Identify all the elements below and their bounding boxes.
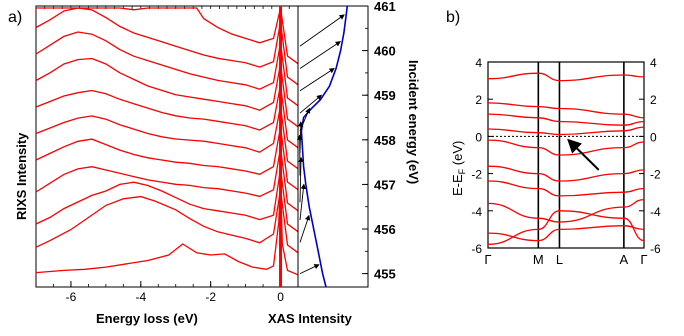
xas-curve [300,5,349,288]
xas-y-tick-label: 461 [374,0,396,14]
rixs-spectrum-5 [35,126,299,191]
band-8 [487,198,645,223]
k-point-label: M [533,252,544,267]
band-y-tick-label-left: 2 [475,93,482,107]
band-y-tick-label-left: 4 [475,56,482,70]
band-10 [487,210,645,245]
k-point-label: Γ [640,252,647,267]
xas-arrow-4 [298,156,304,203]
panel-xas: 455 456 457 458 459 460 461 [296,0,396,288]
xas-y-tick-label: 458 [374,133,396,148]
band-y-tick-label-right: -4 [650,205,661,219]
xas-arrow-1 [299,264,320,275]
band-y-tick-label-left: -4 [471,205,482,219]
band-9 [487,225,645,242]
rixs-spectrum-7 [35,84,299,149]
y-axis-title-incident-energy: Incident energy (eV) [406,60,421,184]
band-y-tick-label-right: 4 [650,56,657,70]
xas-arrow-2 [299,214,311,243]
x-tick-label: 0 [277,290,284,304]
k-point-label: L [556,252,563,267]
xas-frame [297,5,369,288]
y-axis-title-energy: E-EF (eV) [450,141,467,196]
x-tick-label: -2 [205,290,216,304]
rixs-spectrum-8 [35,57,299,128]
band-y-tick-label-left: -6 [471,242,482,256]
band-y-tick-label-right: 2 [650,93,657,107]
band-6 [487,165,645,182]
x-axis-title-xas: XAS Intensity [268,311,353,326]
rixs-spectrum-9 [35,31,299,107]
panel-b-frame [487,61,645,249]
x-tick-label: -6 [66,290,77,304]
band-2 [487,102,645,119]
y-axis-title-rixs: RIXS Intensity [14,132,29,220]
band-y-tick-label-right: -2 [650,168,661,182]
rixs-spectrum-10 [35,7,299,86]
x-axis-title-energy-loss: Energy loss (eV) [96,311,198,326]
band-5 [487,139,645,156]
panel-b-label: b) [446,9,460,26]
band-annotation-arrow [567,138,600,171]
xas-arrow-7 [299,107,311,132]
x-tick-label: -4 [135,290,146,304]
xas-arrow-9 [299,67,335,92]
band-y-tick-label-left: -2 [471,168,482,182]
band-4 [487,126,645,136]
xas-y-tick-label: 460 [374,44,396,59]
panel-a-frame [35,5,299,288]
band-y-tick-label-right: -6 [650,242,661,256]
xas-arrow-10 [299,41,341,69]
xas-arrow-6 [298,121,304,154]
rixs-spectrum-4 [35,147,299,212]
panel-a-label: a) [8,9,22,26]
rixs-spectrum-6 [35,105,299,170]
rixs-spectrum-11 [36,7,299,65]
xas-y-tick-label: 459 [374,88,396,103]
xas-arrow-11 [299,14,345,47]
band-y-tick-label-right: 0 [650,130,657,144]
xas-y-tick-label: 456 [374,222,396,237]
panel-a: -6 -4 -2 0 [35,5,299,304]
xas-y-tick-label: 457 [374,177,396,192]
xas-arrow-8 [299,94,323,114]
band-3 [487,113,645,126]
xas-arrow-3 [299,183,307,221]
band-7 [487,180,645,197]
k-point-label: Γ [484,252,491,267]
rixs-spectrum-3 [35,168,299,233]
band-1 [487,72,645,82]
xas-y-tick-label: 455 [374,267,396,282]
rixs-spectrum-2 [35,189,299,254]
band-y-tick-label-left: 0 [475,130,482,144]
k-point-label: A [620,252,629,267]
